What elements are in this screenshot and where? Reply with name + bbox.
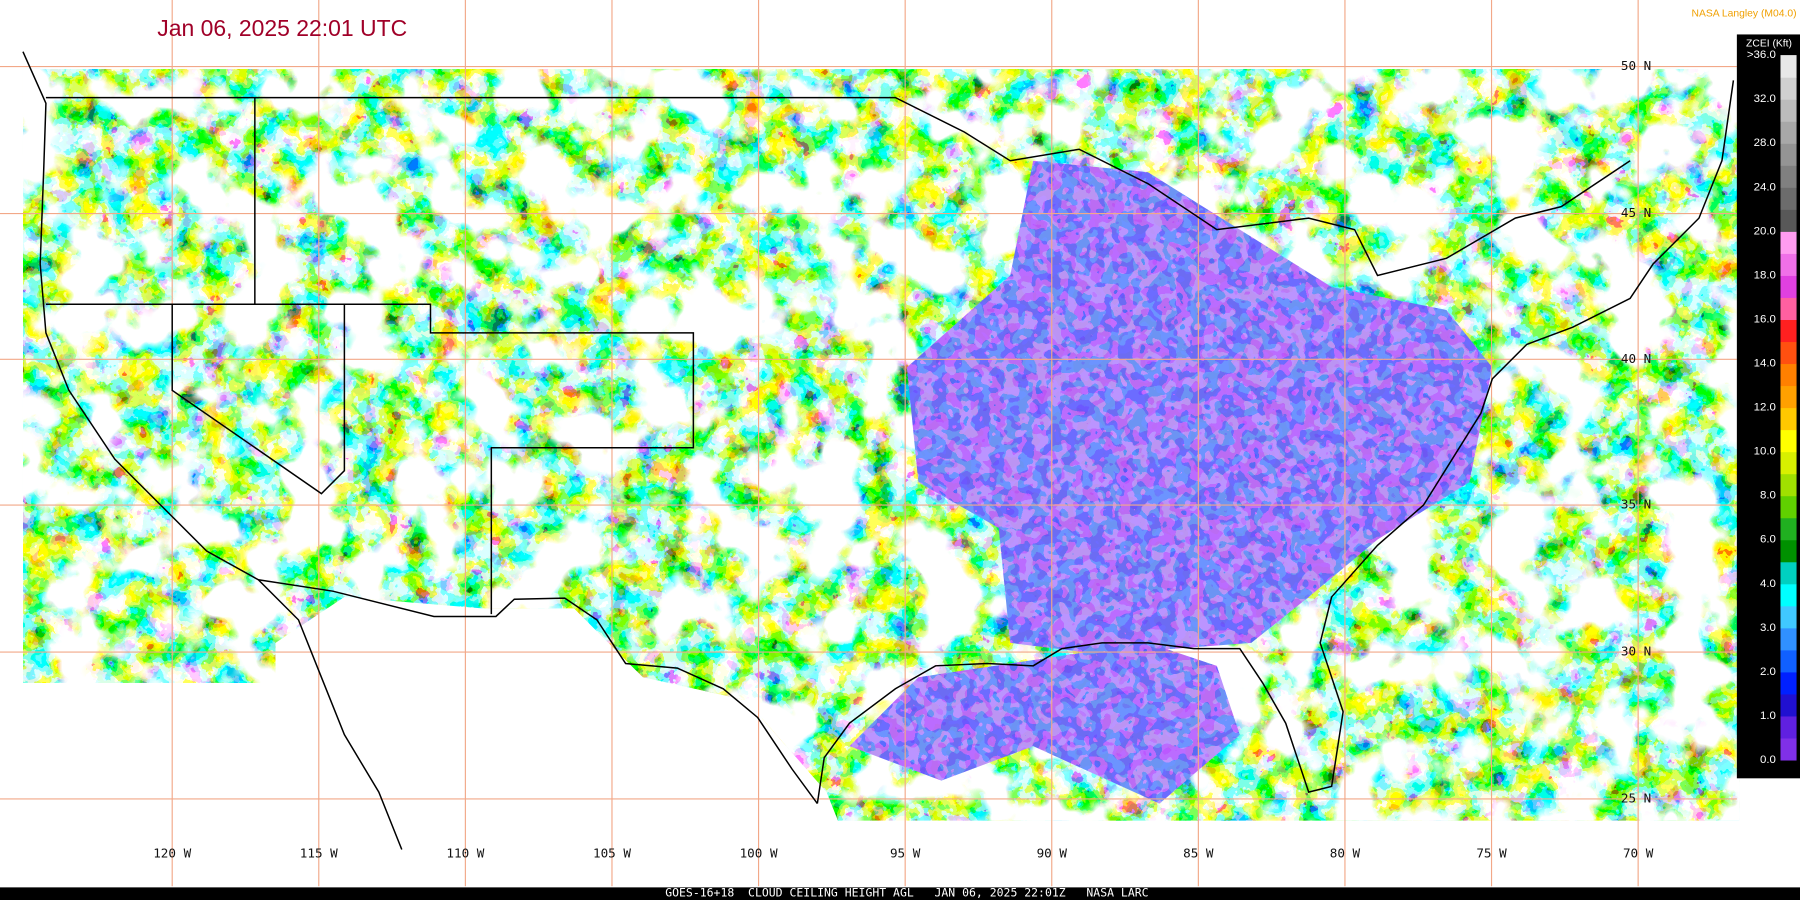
legend-label: 16.0 — [1754, 313, 1776, 325]
legend-swatch — [1780, 737, 1797, 761]
legend-swatch — [1780, 451, 1797, 475]
legend-swatch — [1780, 561, 1797, 585]
graticule: 50 N 45 N 40 N 35 N 30 N 25 N 120 W 115 W 110 W 1… — [0, 0, 1737, 887]
longitude-label: 115 W — [300, 846, 338, 861]
legend-swatch — [1780, 583, 1797, 607]
gulf-coast — [816, 80, 1735, 804]
coastline-west — [22, 51, 403, 850]
canada-border — [45, 96, 1631, 277]
legend-swatch — [1780, 693, 1797, 717]
legend-swatch — [1780, 407, 1797, 431]
legend-label: 6.0 — [1760, 534, 1776, 546]
legend-swatch — [1780, 539, 1797, 563]
longitude-label: 80 W — [1330, 846, 1361, 861]
legend-label: 0.0 — [1760, 754, 1776, 766]
legend-swatch — [1780, 363, 1797, 387]
longitude-label: 105 W — [593, 846, 631, 861]
legend-swatch — [1780, 297, 1797, 320]
legend-swatch — [1780, 121, 1797, 144]
legend-label: 10.0 — [1754, 446, 1776, 458]
latitude-label: 25 N — [1621, 790, 1651, 805]
legend-swatch — [1780, 517, 1797, 541]
legend-label: 12.0 — [1754, 402, 1776, 414]
timestamp: Jan 06, 2025 22:01 UTC — [157, 15, 407, 41]
longitude-label: 100 W — [740, 846, 778, 861]
legend-swatch — [1780, 627, 1797, 651]
legend-label: 2.0 — [1760, 666, 1776, 678]
legend-swatch — [1780, 231, 1797, 254]
longitude-label: 70 W — [1623, 846, 1654, 861]
longitude-label: 95 W — [890, 846, 921, 861]
legend-swatch — [1780, 55, 1797, 78]
legend-swatch — [1780, 715, 1797, 739]
legend-swatch — [1780, 671, 1797, 695]
legend-label: 28.0 — [1754, 137, 1776, 149]
footer-bar — [0, 887, 1800, 900]
mexico-border — [258, 578, 818, 805]
latitude-label: 30 N — [1621, 644, 1651, 659]
latitude-label: 35 N — [1621, 497, 1651, 512]
legend-swatch — [1780, 385, 1797, 409]
longitude-label: 110 W — [446, 846, 484, 861]
legend-swatch — [1780, 649, 1797, 673]
legend-swatch — [1780, 341, 1797, 365]
latitude-label: 45 N — [1621, 205, 1651, 220]
legend-label: 1.0 — [1760, 710, 1776, 722]
legend-swatch — [1780, 143, 1797, 166]
legend-label: 14.0 — [1754, 358, 1776, 370]
latitude-label: 40 N — [1621, 351, 1651, 366]
legend-swatch — [1780, 253, 1797, 276]
legend-label: >36.0 — [1747, 49, 1776, 61]
legend-swatch — [1780, 209, 1797, 232]
legend-label: 20.0 — [1754, 225, 1776, 237]
legend-swatch — [1780, 165, 1797, 188]
legend-swatch — [1780, 605, 1797, 629]
longitude-label: 90 W — [1037, 846, 1068, 861]
state-lines — [45, 303, 346, 495]
legend-label: 24.0 — [1754, 181, 1776, 193]
legend-label: 4.0 — [1760, 578, 1776, 590]
legend-swatch — [1780, 473, 1797, 497]
legend-label: 18.0 — [1754, 269, 1776, 281]
footer: GOES-16+18 CLOUD CEILING HEIGHT AGL JAN … — [665, 886, 1148, 900]
longitude-label: 75 W — [1476, 846, 1507, 861]
longitude-label: 120 W — [153, 846, 191, 861]
legend-label: 8.0 — [1760, 490, 1776, 502]
legend-swatch — [1780, 319, 1797, 343]
legend-swatch — [1780, 99, 1797, 122]
legend-swatch — [1780, 429, 1797, 453]
legend-label: 3.0 — [1760, 622, 1776, 634]
borders — [22, 51, 1735, 850]
legend-swatch — [1780, 275, 1797, 298]
legend-label: 32.0 — [1754, 93, 1776, 105]
state-lines-2 — [254, 97, 695, 615]
credit: NASA Langley (M04.0) — [1691, 9, 1796, 20]
legend-swatch — [1780, 495, 1797, 519]
latitude-label: 50 N — [1621, 58, 1651, 73]
legend-title: ZCEI (Kft) — [1746, 38, 1792, 49]
legend: >36.0 32.0 28.0 24.0 20.0 18.0 16.0 14.0 12.0 10.… — [1747, 49, 1797, 766]
legend-swatch — [1780, 187, 1797, 210]
legend-swatch — [1780, 77, 1797, 100]
longitude-label: 85 W — [1183, 846, 1214, 861]
